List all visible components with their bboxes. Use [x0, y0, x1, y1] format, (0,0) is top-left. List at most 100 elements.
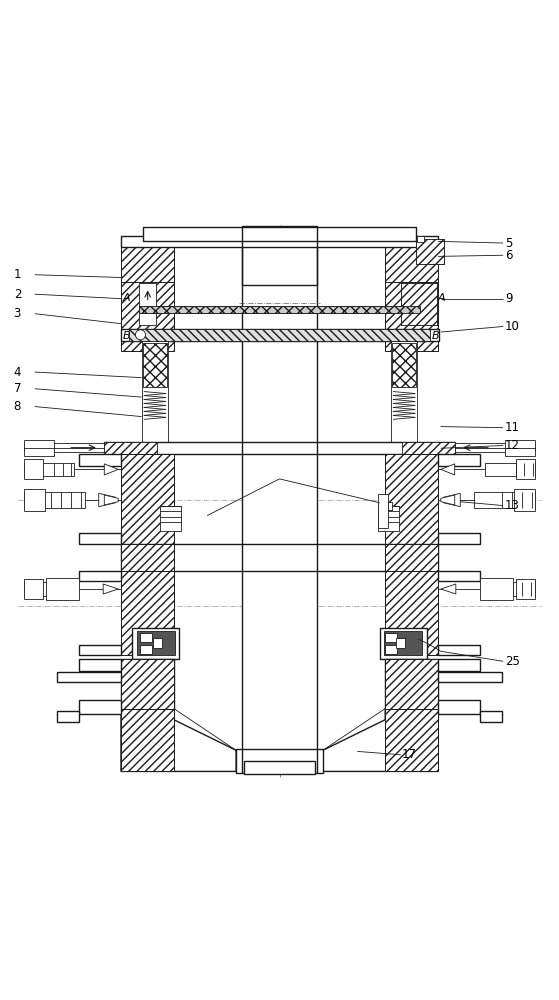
Bar [416, 239, 444, 264]
Bar [438, 700, 480, 714]
Polygon shape [441, 495, 454, 505]
Bar [514, 489, 536, 511]
Bar [396, 638, 405, 648]
Bar [105, 442, 454, 454]
Bar [378, 506, 399, 531]
Bar [516, 459, 536, 479]
Bar [23, 440, 54, 456]
Bar [121, 544, 174, 571]
Bar [23, 492, 85, 508]
Bar [79, 571, 121, 581]
Text: 13: 13 [505, 499, 520, 512]
Bar [132, 628, 179, 659]
Bar [385, 659, 438, 709]
Bar [121, 659, 174, 709]
Text: 17: 17 [402, 748, 417, 761]
Bar [480, 578, 513, 600]
Bar [160, 506, 181, 531]
Bar [485, 463, 536, 476]
Bar [505, 440, 536, 456]
Bar [385, 544, 438, 571]
Polygon shape [105, 495, 118, 505]
Text: 4: 4 [13, 366, 21, 379]
Bar [438, 645, 480, 655]
Bar [143, 343, 167, 387]
Bar [485, 582, 536, 596]
Text: A: A [122, 293, 130, 303]
Bar [401, 283, 437, 325]
Bar [391, 341, 418, 442]
Bar [516, 579, 536, 599]
Bar [121, 236, 174, 283]
Bar [380, 628, 427, 659]
Bar [438, 659, 480, 671]
Bar [121, 329, 439, 341]
Bar [121, 282, 174, 351]
Text: 1: 1 [13, 268, 21, 281]
Bar [140, 633, 152, 642]
Bar [385, 645, 397, 654]
Bar [105, 442, 157, 454]
Bar [385, 571, 438, 655]
Bar [153, 638, 162, 648]
Text: 11: 11 [505, 421, 520, 434]
Bar [385, 236, 438, 283]
Bar [143, 227, 416, 241]
Bar [139, 306, 420, 313]
Bar [378, 494, 388, 528]
Bar [140, 645, 152, 654]
Circle shape [135, 330, 145, 340]
Bar [23, 582, 74, 596]
Bar [385, 659, 438, 709]
Text: B: B [432, 331, 439, 341]
Bar [236, 749, 323, 773]
Polygon shape [441, 584, 456, 594]
Bar [385, 282, 438, 351]
Bar [23, 489, 45, 511]
Bar [121, 454, 174, 544]
Polygon shape [103, 584, 118, 594]
Bar [23, 463, 74, 476]
Bar [438, 533, 480, 544]
Bar [79, 659, 121, 671]
Bar [385, 633, 397, 642]
Bar [241, 226, 318, 773]
Bar [139, 306, 420, 313]
Bar [416, 239, 444, 264]
Bar [121, 571, 174, 655]
Bar [141, 341, 168, 442]
Text: 2: 2 [13, 288, 21, 301]
Bar [384, 631, 423, 655]
Bar [385, 454, 438, 544]
Bar [388, 502, 392, 510]
Bar [46, 578, 79, 600]
Bar [418, 236, 424, 242]
Text: 7: 7 [13, 382, 21, 395]
Text: 5: 5 [505, 237, 512, 250]
Bar [241, 226, 318, 285]
Bar [79, 700, 121, 714]
Bar [121, 659, 174, 709]
Polygon shape [441, 464, 454, 475]
Polygon shape [99, 493, 115, 507]
Bar [139, 283, 156, 325]
Text: 12: 12 [505, 439, 520, 452]
Text: A: A [438, 293, 446, 303]
Bar [57, 711, 79, 722]
Text: 10: 10 [505, 320, 520, 333]
Bar [454, 443, 536, 452]
Polygon shape [105, 464, 118, 475]
Bar [480, 711, 502, 722]
Bar [57, 672, 121, 682]
Text: 9: 9 [505, 292, 512, 305]
Text: 25: 25 [505, 655, 520, 668]
Bar [79, 533, 121, 544]
Text: 3: 3 [13, 307, 21, 320]
Bar [121, 544, 438, 571]
Polygon shape [323, 709, 438, 771]
Text: 6: 6 [505, 249, 512, 262]
Bar [438, 672, 502, 682]
Bar [79, 645, 121, 655]
Bar [438, 571, 480, 581]
Bar [474, 492, 536, 508]
